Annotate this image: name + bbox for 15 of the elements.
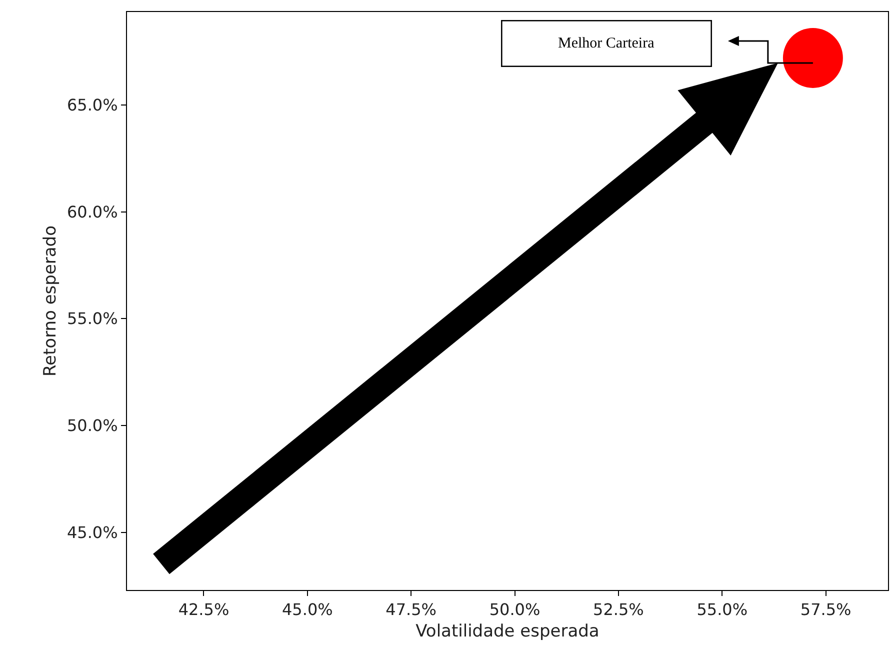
- y-tick-label: 45.0%: [66, 522, 118, 542]
- y-tick-label: 65.0%: [66, 96, 118, 115]
- x-tick-label: 57.5%: [800, 600, 852, 620]
- x-tick-label: 42.5%: [178, 600, 230, 620]
- x-tick-label: 52.5%: [593, 600, 644, 620]
- x-tick-label: 50.0%: [489, 600, 540, 620]
- y-tick-label: 55.0%: [66, 309, 118, 328]
- y-axis-title: Retorno esperado: [40, 225, 61, 377]
- x-axis-title: Volatilidade esperada: [416, 622, 600, 642]
- annotation: Melhor Carteira: [558, 35, 655, 52]
- x-tick-label: 47.5%: [386, 600, 436, 620]
- y-tick-label: 60.0%: [66, 202, 118, 222]
- x-tick-label: 45.0%: [282, 600, 333, 620]
- x-tick-label: 55.0%: [696, 600, 748, 620]
- y-tick-label: 50.0%: [66, 416, 118, 436]
